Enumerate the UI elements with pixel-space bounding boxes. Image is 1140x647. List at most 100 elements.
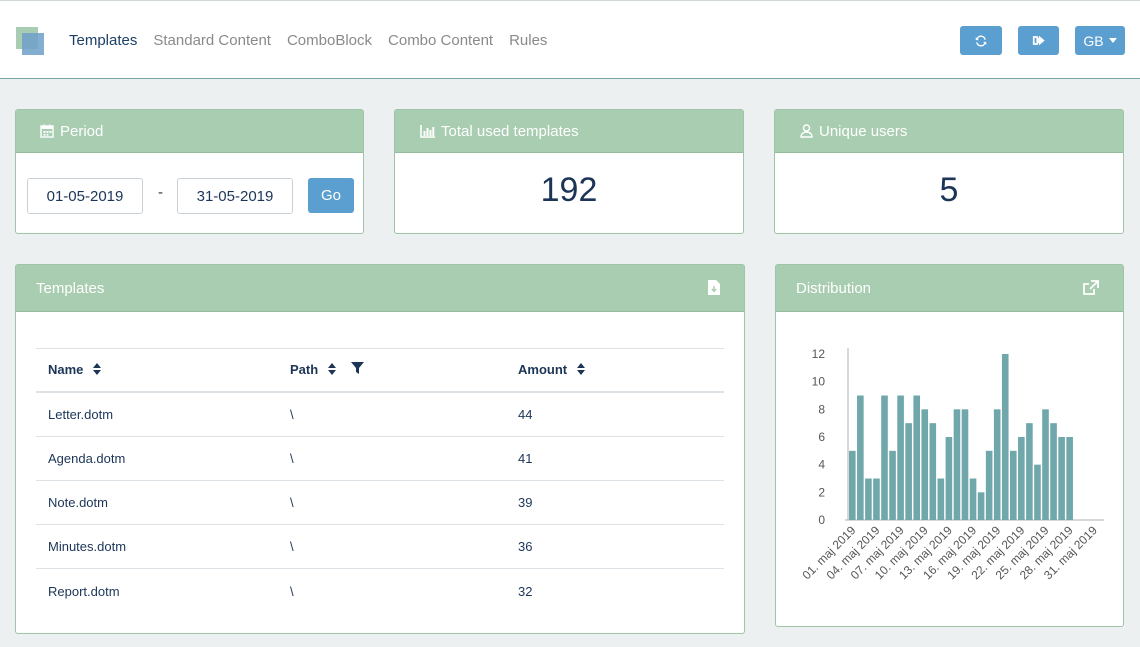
- col-name-label: Name: [48, 361, 84, 377]
- chart-bar[interactable]: [945, 437, 953, 520]
- cell-path: \: [290, 495, 294, 510]
- col-amount-label: Amount: [518, 361, 568, 377]
- calendar-icon: [40, 124, 54, 138]
- caret-down-icon: [1108, 38, 1117, 43]
- period-card-header: Period: [16, 110, 363, 153]
- language-dropdown[interactable]: GB: [1075, 26, 1125, 55]
- cell-amount: 41: [518, 451, 533, 466]
- cell-name: Minutes.dotm: [48, 539, 127, 554]
- cell-path: \: [290, 407, 294, 422]
- cell-amount: 39: [518, 495, 533, 510]
- total-used-card: Total used templates 192: [394, 109, 744, 234]
- y-tick-label: 12: [812, 347, 826, 361]
- user-icon: [800, 124, 813, 138]
- nav-templates[interactable]: Templates: [69, 32, 138, 49]
- chart-bar[interactable]: [929, 423, 937, 520]
- y-tick-label: 10: [812, 375, 826, 389]
- external-link-icon[interactable]: [1082, 280, 1099, 300]
- end-date-input[interactable]: 31-05-2019: [177, 178, 293, 214]
- unique-users-value: 5: [939, 171, 959, 209]
- nav-rules[interactable]: Rules: [509, 32, 548, 49]
- y-tick-label: 6: [818, 430, 825, 444]
- chart-bar[interactable]: [913, 395, 920, 521]
- nav-comboblock[interactable]: ComboBlock: [286, 32, 373, 49]
- chart-bar[interactable]: [985, 450, 993, 520]
- chart-bar[interactable]: [857, 395, 864, 521]
- cell-path: \: [290, 583, 294, 599]
- cell-amount: 32: [518, 583, 533, 599]
- chart-bar[interactable]: [873, 478, 880, 521]
- nav-standard-content[interactable]: Standard Content: [153, 32, 271, 49]
- distribution-card-header: Distribution: [776, 265, 1123, 312]
- col-amount-header[interactable]: Amount: [506, 362, 585, 378]
- main-nav: Templates Standard Content ComboBlock Co…: [69, 32, 563, 50]
- y-tick-label: 0: [818, 513, 825, 527]
- chart-bar[interactable]: [905, 423, 912, 520]
- sign-out-icon: [1032, 34, 1046, 47]
- period-title: Period: [60, 122, 104, 140]
- chart-bar[interactable]: [897, 395, 904, 521]
- chart-bar[interactable]: [969, 478, 977, 521]
- go-button[interactable]: Go: [308, 178, 354, 213]
- col-path-header[interactable]: Path: [278, 362, 506, 379]
- top-navbar: Templates Standard Content ComboBlock Co…: [0, 0, 1140, 79]
- chart-bar[interactable]: [961, 409, 969, 520]
- cell-name: Report.dotm: [48, 583, 120, 599]
- table-row[interactable]: Minutes.dotm \ 36: [36, 525, 724, 569]
- nav-combo-content[interactable]: Combo Content: [388, 32, 494, 49]
- chart-bar[interactable]: [977, 492, 985, 520]
- language-label: GB: [1083, 32, 1104, 49]
- distribution-card: Distribution 0 2 4 6 8 10 12 01. maj 2019 04. ma…: [775, 264, 1124, 627]
- table-row[interactable]: Agenda.dotm \ 41: [36, 437, 724, 481]
- unique-users-card-header: Unique users: [775, 110, 1123, 153]
- y-tick-label: 8: [818, 402, 825, 416]
- app-logo[interactable]: [16, 27, 44, 55]
- chart-bar[interactable]: [865, 478, 872, 521]
- templates-title: Templates: [36, 279, 105, 297]
- refresh-icon: [974, 34, 988, 48]
- templates-card-header: Templates: [16, 265, 744, 312]
- chart-bar[interactable]: [1010, 450, 1017, 520]
- cell-name: Note.dotm: [48, 495, 108, 510]
- table-row[interactable]: Note.dotm \ 39: [36, 481, 724, 525]
- col-name-header[interactable]: Name: [36, 362, 278, 378]
- templates-table: Name Path Amount Letter.dotm \ 44 Agenda…: [36, 348, 724, 613]
- cell-path: \: [290, 539, 294, 554]
- chart-bar[interactable]: [1042, 409, 1049, 520]
- chart-bar[interactable]: [993, 409, 1001, 520]
- table-row[interactable]: Letter.dotm \ 44: [36, 393, 724, 437]
- chart-bar[interactable]: [1026, 423, 1033, 520]
- chart-bar[interactable]: [1001, 354, 1009, 520]
- unique-users-title: Unique users: [819, 122, 908, 140]
- cell-name: Agenda.dotm: [48, 451, 126, 466]
- export-file-icon[interactable]: [708, 280, 720, 299]
- col-path-label: Path: [290, 361, 319, 377]
- cell-path: \: [290, 451, 294, 466]
- templates-card: Templates Name Path Amount Letter.dotm \…: [15, 264, 745, 634]
- start-date-input[interactable]: 01-05-2019: [27, 178, 143, 214]
- table-row[interactable]: Report.dotm \ 32: [36, 569, 724, 613]
- chart-bar[interactable]: [1058, 437, 1065, 520]
- chart-bar[interactable]: [1050, 423, 1057, 520]
- filter-icon[interactable]: [351, 362, 365, 378]
- cell-name: Letter.dotm: [48, 407, 114, 422]
- sort-icon[interactable]: [93, 363, 102, 378]
- unique-users-card: Unique users 5: [774, 109, 1124, 234]
- period-card: Period 01-05-2019 - 31-05-2019 Go: [15, 109, 364, 234]
- chart-bar[interactable]: [953, 409, 961, 520]
- sort-icon[interactable]: [576, 363, 585, 378]
- refresh-button[interactable]: [960, 26, 1002, 55]
- logout-button[interactable]: [1018, 26, 1059, 55]
- total-used-card-header: Total used templates: [395, 110, 743, 153]
- chart-bar[interactable]: [1034, 464, 1041, 520]
- chart-bar[interactable]: [889, 450, 896, 520]
- chart-bar[interactable]: [937, 478, 945, 521]
- y-tick-label: 4: [818, 458, 825, 472]
- chart-bar[interactable]: [921, 409, 929, 520]
- sort-icon[interactable]: [327, 362, 336, 378]
- chart-bar[interactable]: [849, 450, 856, 520]
- chart-bar[interactable]: [881, 395, 888, 521]
- chart-bar[interactable]: [1066, 437, 1073, 520]
- chart-bar[interactable]: [1018, 437, 1025, 520]
